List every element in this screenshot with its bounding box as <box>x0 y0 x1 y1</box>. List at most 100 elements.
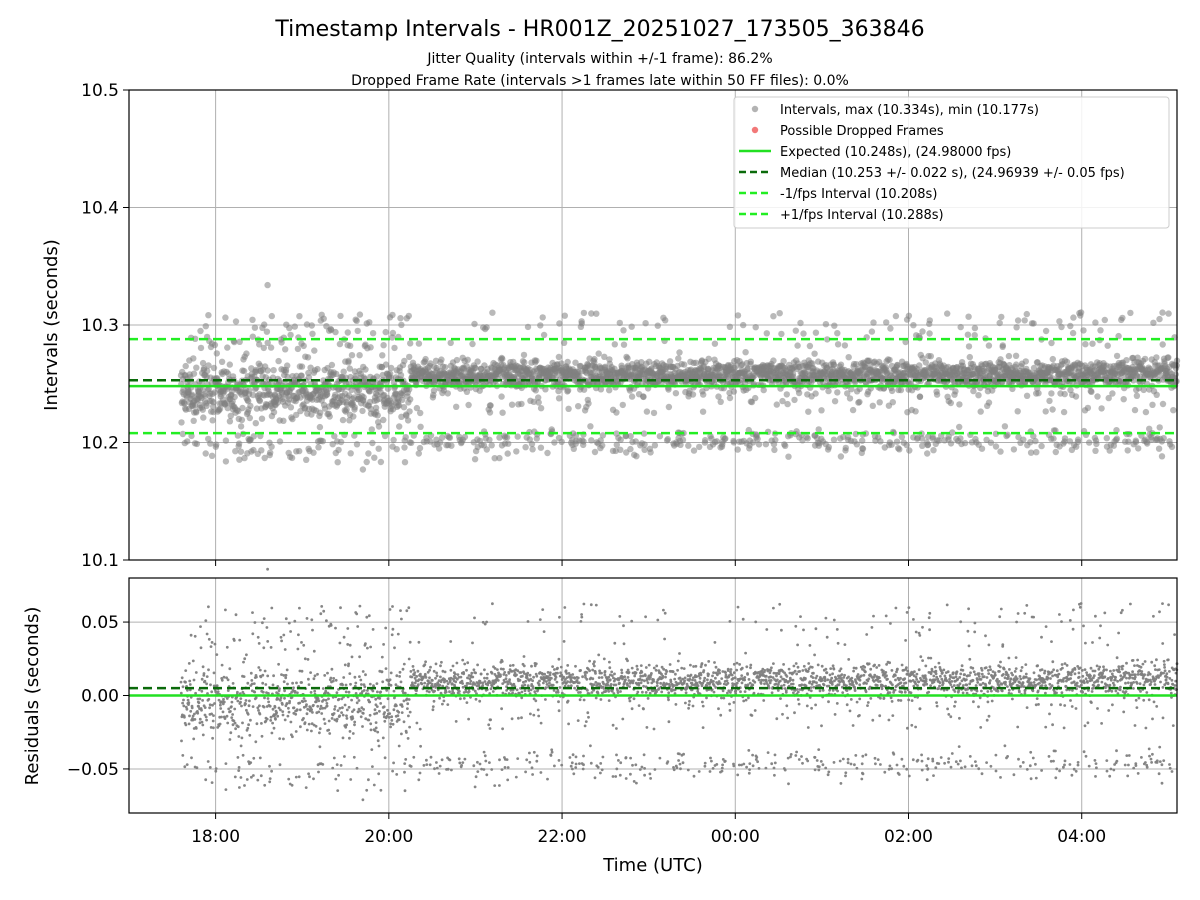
interval-point <box>399 396 406 403</box>
residual-point <box>314 724 318 728</box>
residual-point <box>201 665 205 669</box>
residual-point <box>521 674 524 678</box>
residual-point <box>323 674 327 677</box>
interval-point <box>232 448 239 455</box>
interval-point <box>350 413 357 420</box>
interval-point <box>580 309 588 317</box>
residual-point <box>343 663 347 667</box>
interval-point <box>1092 447 1099 454</box>
interval-point <box>542 386 549 393</box>
interval-point <box>1084 404 1092 412</box>
residual-point <box>188 679 192 683</box>
residual-point <box>493 784 497 787</box>
residual-point <box>289 720 293 724</box>
interval-point <box>555 395 563 402</box>
residual-point <box>268 704 272 708</box>
interval-point <box>250 433 257 440</box>
residual-point <box>357 699 361 702</box>
interval-point <box>1123 357 1130 364</box>
residual-point <box>375 705 379 708</box>
interval-point <box>749 439 757 446</box>
interval-point <box>971 324 979 332</box>
residual-point <box>382 643 385 646</box>
residual-point <box>236 690 239 694</box>
residual-point <box>305 617 309 620</box>
residual-point <box>498 758 501 762</box>
residual-point <box>204 715 208 719</box>
residual-point <box>335 717 339 721</box>
interval-point <box>1046 397 1053 405</box>
residual-point <box>267 700 270 704</box>
residual-point <box>286 714 290 718</box>
residual-point <box>496 668 499 671</box>
residual-point <box>263 669 267 673</box>
intervals-panel: 10.110.210.310.410.5 Intervals (seconds)… <box>41 81 1181 571</box>
interval-point <box>359 466 367 473</box>
interval-point <box>202 450 209 457</box>
interval-point <box>1094 393 1101 400</box>
residual-point <box>407 657 411 661</box>
residual-point <box>386 697 390 701</box>
interval-point <box>530 398 537 405</box>
interval-point <box>1049 406 1056 413</box>
residual-point <box>459 675 463 679</box>
residual-point <box>390 715 394 719</box>
interval-point <box>193 364 200 371</box>
interval-point <box>1056 318 1063 325</box>
residual-point <box>213 642 217 646</box>
interval-point <box>898 433 906 441</box>
residual-point <box>305 703 308 706</box>
residual-point <box>245 778 249 781</box>
interval-point <box>308 411 315 418</box>
residual-point <box>195 766 199 770</box>
interval-point <box>656 433 664 440</box>
interval-point <box>558 360 565 367</box>
interval-point <box>305 374 313 381</box>
interval-point <box>1023 392 1031 399</box>
interval-point <box>1140 386 1147 394</box>
interval-point <box>1012 352 1020 359</box>
residual-point <box>310 618 314 622</box>
residual-point <box>483 668 486 672</box>
residual-point <box>455 661 459 665</box>
residual-point <box>252 774 255 777</box>
interval-point <box>599 442 606 449</box>
residual-point <box>330 717 334 720</box>
residual-point <box>500 768 504 771</box>
residual-point <box>310 708 313 712</box>
residual-point <box>223 717 227 720</box>
residual-point <box>347 705 351 709</box>
residual-point <box>366 689 369 692</box>
residual-point <box>262 646 266 650</box>
interval-point <box>1086 439 1093 446</box>
interval-point <box>237 423 245 430</box>
interval-point <box>846 395 854 402</box>
interval-point <box>200 414 207 421</box>
interval-point <box>1033 449 1040 456</box>
residual-point <box>503 680 507 684</box>
residual-point <box>448 679 452 682</box>
residual-point <box>524 679 528 683</box>
interval-point <box>544 449 551 457</box>
interval-point <box>876 399 883 406</box>
residual-point <box>395 773 399 776</box>
residual-point <box>347 662 350 666</box>
interval-point <box>689 391 697 398</box>
residual-point <box>536 708 540 712</box>
interval-point <box>258 447 265 454</box>
residual-point <box>236 699 240 703</box>
residual-point <box>279 696 283 700</box>
interval-point <box>1089 340 1096 347</box>
interval-point <box>379 352 386 359</box>
residual-point <box>282 633 286 637</box>
residual-point <box>427 690 431 694</box>
interval-point <box>927 353 934 360</box>
interval-point <box>267 449 274 456</box>
residual-point <box>411 665 415 668</box>
interval-point <box>369 439 376 447</box>
interval-point <box>508 401 516 408</box>
residual-point <box>506 778 510 782</box>
interval-point <box>1072 393 1080 400</box>
residual-point <box>438 764 442 768</box>
residual-point <box>329 624 333 627</box>
